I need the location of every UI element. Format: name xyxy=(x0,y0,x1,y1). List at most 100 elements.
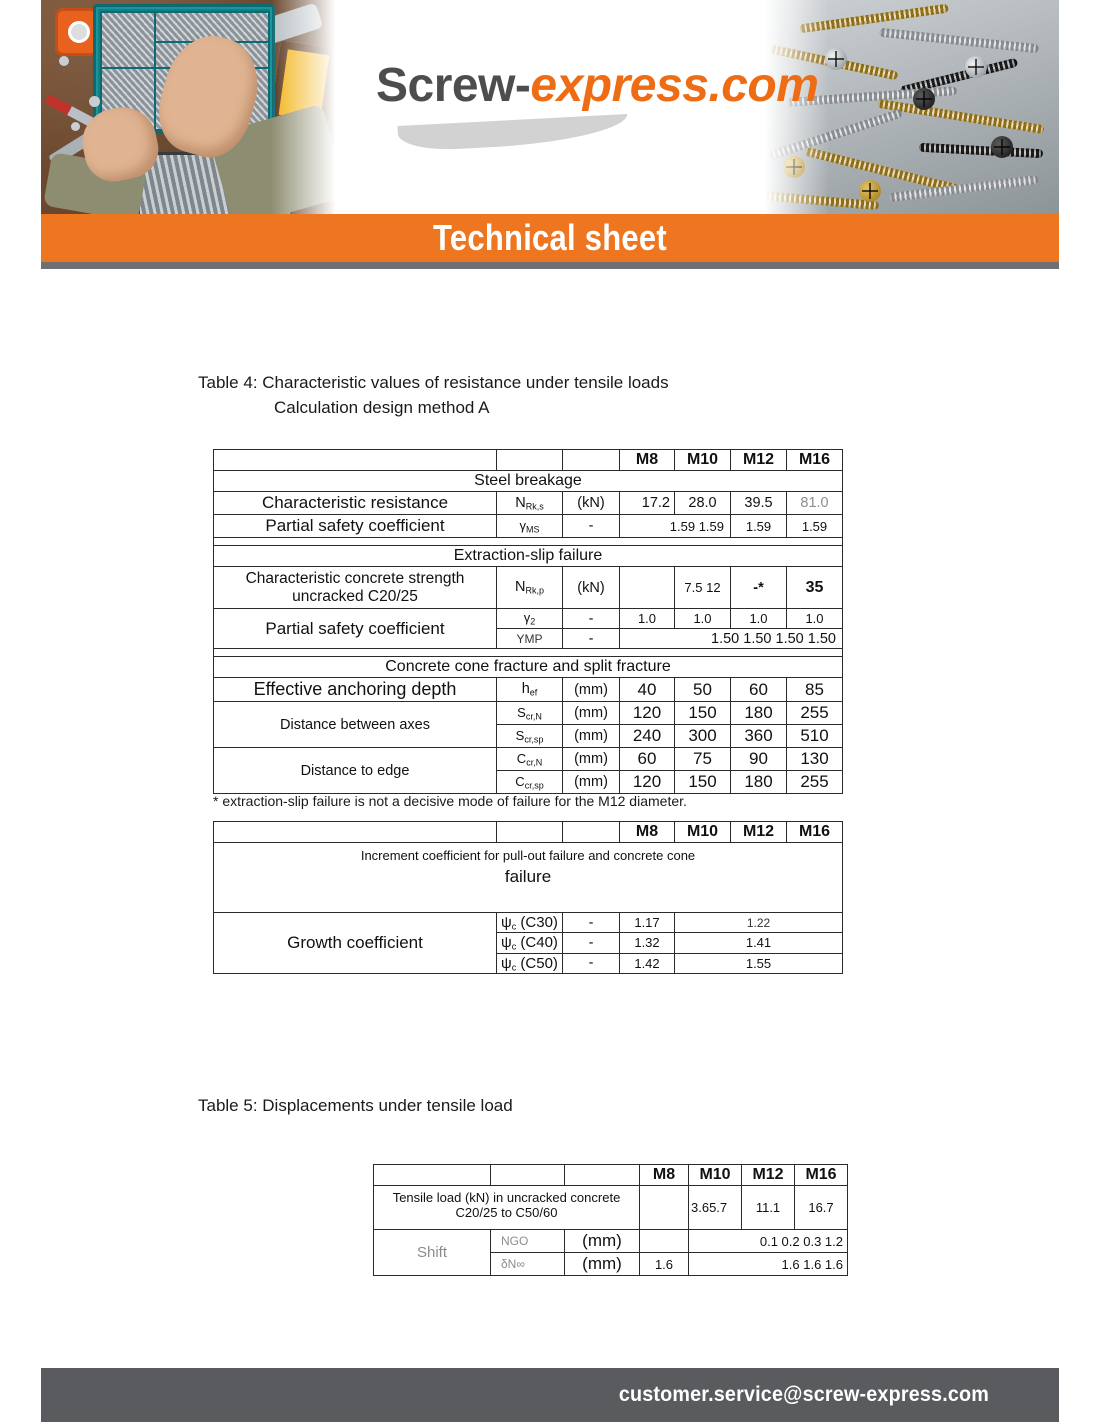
col-header-m16: M16 xyxy=(786,821,843,843)
col-header-m12: M12 xyxy=(730,821,787,843)
row-label-effective-anchoring-depth: Effective anchoring depth xyxy=(213,677,497,702)
cell-m10: 28.0 xyxy=(674,491,731,515)
table4-resistance-values: M8 M10 M12 M16 Steel breakage Characteri… xyxy=(213,449,843,794)
cell-m10: 1.0 xyxy=(674,608,731,629)
table-row: δN∞ (mm) 1.6 1.6 1.6 1.6 xyxy=(374,1252,848,1276)
cell-m16: 35 xyxy=(786,566,843,609)
table4-spacer xyxy=(213,537,843,546)
logo-text-accent: express.com xyxy=(530,59,819,112)
cell-m8: 1.0 xyxy=(619,608,675,629)
cell-m16: 16.7 xyxy=(794,1185,848,1230)
row-unit: - xyxy=(562,628,620,649)
row-unit: - xyxy=(562,932,620,954)
cell-m12: 180 xyxy=(730,770,787,794)
row-unit: (mm) xyxy=(562,701,620,725)
cell-m10: 75 xyxy=(674,747,731,771)
cell-m8 xyxy=(639,1185,689,1230)
row-unit: (mm) xyxy=(562,770,620,794)
section-title-steel-breakage: Steel breakage xyxy=(213,470,843,492)
cell-m12: 360 xyxy=(730,724,787,748)
col-header-m10: M10 xyxy=(674,821,731,843)
table4-caption-line2: Calculation design method A xyxy=(274,397,490,417)
table4b-heading-row: Increment coefficient for pull-out failu… xyxy=(213,842,843,913)
row-symbol-psi-c30: ψc (C30) xyxy=(496,911,563,934)
logo-swoosh-icon xyxy=(397,113,629,153)
photo-fade-right-edge xyxy=(271,0,341,214)
col-header-m10: M10 xyxy=(674,449,731,471)
heading-line1: Increment coefficient for pull-out failu… xyxy=(360,848,696,863)
row-symbol-nrks: NRk,s xyxy=(496,491,563,515)
cell-m8: 1.42 xyxy=(619,952,675,974)
table5-caption: Table 5: Displacements under tensile loa… xyxy=(198,1096,513,1115)
col-header-m8: M8 xyxy=(639,1164,689,1186)
cell-m10: 50 xyxy=(674,677,731,702)
page-title: Technical sheet xyxy=(433,217,667,258)
cell-m16: 81.0 xyxy=(786,491,843,515)
cell-m10-m16-merged: 1.41 xyxy=(674,932,843,954)
row-unit: - xyxy=(562,514,620,538)
cell-m16: 1.0 xyxy=(786,608,843,629)
cell-m12: 1.0 xyxy=(730,608,787,629)
contact-email[interactable]: customer.service@screw-express.com xyxy=(618,1383,990,1406)
row-unit: (kN) xyxy=(562,491,620,515)
row-unit: (mm) xyxy=(564,1229,640,1253)
row-symbol-scrn: Scr,N xyxy=(496,701,563,725)
row-label-partial-safety-coefficient-2: Partial safety coefficient xyxy=(213,608,497,649)
row-label-distance-between-axes: Distance between axes xyxy=(213,701,497,748)
table-row: Tensile load (kN) in uncracked concrete … xyxy=(373,1185,848,1230)
cell-m16: 85 xyxy=(786,677,843,702)
row-symbol-ccrn: Ccr,N xyxy=(496,747,563,771)
table4-section-extraction-slip: Extraction-slip failure xyxy=(213,545,843,567)
table-row: Effective anchoring depth hef (mm) 40 50… xyxy=(213,677,843,702)
row-label-distance-to-edge: Distance to edge xyxy=(213,747,497,794)
cell-m10: 150 xyxy=(674,701,731,725)
cell-m16: 1.59 xyxy=(786,514,843,538)
table-row: Growth coefficient ψc (C30) - 1.17 1.22 xyxy=(213,911,843,974)
row-unit: - xyxy=(562,608,620,629)
cell-m16: 130 xyxy=(786,747,843,771)
table4b-heading: Increment coefficient for pull-out failu… xyxy=(213,842,843,913)
cell-m12: 39.5 xyxy=(730,491,787,515)
col-header-m10: M10 xyxy=(688,1164,742,1186)
table-row: ψc (C50) - 1.42 1.55 xyxy=(214,952,843,974)
row-unit: - xyxy=(562,952,620,974)
cell-m8 xyxy=(639,1229,689,1253)
table-row: ψc (C40) - 1.32 1.41 xyxy=(214,932,843,954)
row-unit: (kN) xyxy=(562,566,620,609)
table-row: Shift NGO (mm) 0.1 0.2 0.3 1.2 xyxy=(373,1229,848,1276)
title-underbar xyxy=(41,262,1059,269)
cell-m8: 240 xyxy=(619,724,675,748)
cell-m16: 255 xyxy=(786,770,843,794)
cell-m8: 1.17 xyxy=(619,911,675,934)
table-row: Scr,sp (mm) 240 300 360 510 xyxy=(214,724,843,748)
photo-fade-left-edge xyxy=(759,0,829,214)
cell-m8-m10-merged: 1.59 1.59 xyxy=(619,514,731,538)
cell-m8: 120 xyxy=(619,701,675,725)
cell-m8: 1.6 xyxy=(639,1252,689,1276)
table4-footnote: * extraction-slip failure is not a decis… xyxy=(213,793,687,809)
row-symbol-gamma-mp: YMP xyxy=(496,628,563,649)
row-symbol-gamma-2: γ2 xyxy=(496,608,563,629)
cell-m8: 120 xyxy=(619,770,675,794)
section-title-concrete-cone-fracture: Concrete cone fracture and split fractur… xyxy=(213,656,843,678)
cell-m16: 510 xyxy=(786,724,843,748)
row-label-growth-coefficient: Growth coefficient xyxy=(213,912,497,974)
page-header: Screw-express.com xyxy=(41,0,1059,214)
heading-line2: failure xyxy=(504,867,552,886)
row-unit: (mm) xyxy=(562,724,620,748)
left-page-margin xyxy=(0,0,41,1422)
table4b-growth-coefficient: M8 M10 M12 M16 Increment coefficient for… xyxy=(213,821,843,974)
row-unit: - xyxy=(562,911,620,934)
table5-displacements: M8 M10 M12 M16 Tensile load (kN) in uncr… xyxy=(373,1164,848,1276)
col-header-m12: M12 xyxy=(730,449,787,471)
label-line1: Tensile load (kN) in uncracked concrete xyxy=(392,1190,621,1205)
col-header-m8: M8 xyxy=(619,821,675,843)
site-logo: Screw-express.com xyxy=(376,62,819,167)
row-label-partial-safety-coefficient: Partial safety coefficient xyxy=(213,514,497,538)
row-symbol-psi-c50: ψc (C50) xyxy=(496,952,563,974)
cell-m8: 40 xyxy=(619,677,675,702)
label-line2: uncracked C20/25 xyxy=(292,587,418,605)
col-header-m16: M16 xyxy=(786,449,843,471)
table4-caption-line1: Table 4: Characteristic values of resist… xyxy=(198,373,669,392)
table4b-header-row: M8 M10 M12 M16 xyxy=(213,821,843,843)
